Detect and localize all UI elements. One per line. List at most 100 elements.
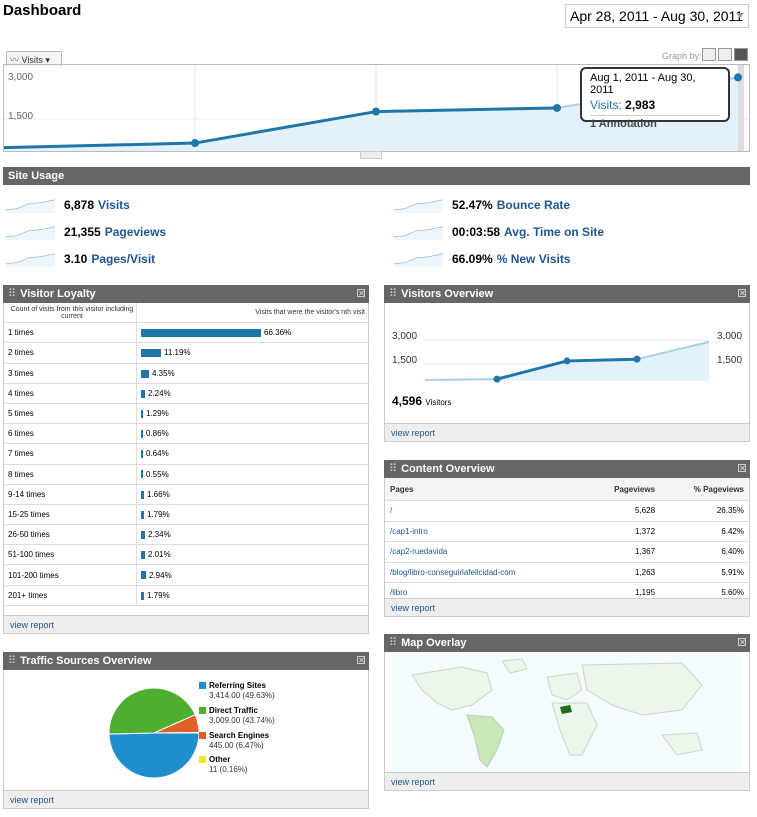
site-usage-metric: 00:03:58 Avg. Time on Site bbox=[393, 221, 693, 243]
legend-item: Search Engines 445.00 (6.47%) bbox=[199, 731, 319, 753]
legend-swatch bbox=[199, 707, 206, 714]
drag-grip-icon: ⠿ bbox=[389, 637, 398, 649]
site-usage-metric: 21,355 Pageviews bbox=[5, 221, 305, 243]
legend-value: 3,414.00 (49.63%) bbox=[209, 691, 275, 700]
view-report-link[interactable]: view report bbox=[4, 790, 368, 808]
legend-swatch bbox=[199, 756, 206, 763]
map-africa bbox=[551, 702, 598, 756]
loyalty-pct: 0.86% bbox=[146, 429, 169, 439]
content-overview-header[interactable]: ⠿ Content Overview bbox=[384, 460, 750, 478]
table-row: /5,628 26.35% bbox=[385, 500, 749, 522]
page-link[interactable]: /cap2-ruedavida bbox=[385, 541, 585, 563]
loyalty-label: 1 times bbox=[4, 322, 137, 344]
vo-chart-line-partial bbox=[636, 340, 710, 361]
table-row: 26-50 times 2.34% bbox=[4, 524, 370, 546]
graph-by-month-button[interactable] bbox=[734, 48, 748, 61]
loyalty-label: 201+ times bbox=[4, 585, 137, 606]
sparkline-icon bbox=[5, 226, 56, 240]
main-chart-point bbox=[372, 107, 380, 116]
page-link[interactable]: /cap1-intro bbox=[385, 521, 585, 542]
view-report-link[interactable]: view report bbox=[385, 772, 749, 790]
main-chart-point bbox=[553, 103, 561, 112]
metric-link[interactable]: Pageviews bbox=[104, 225, 167, 239]
pageviews-pct: 5.91% bbox=[660, 562, 749, 583]
metric-link[interactable]: Pages/Visit bbox=[91, 252, 156, 266]
table-row: /cap1-intro 1,372 6.42% bbox=[385, 521, 749, 542]
view-report-link[interactable]: view report bbox=[4, 615, 368, 633]
loyalty-label: 5 times bbox=[4, 403, 137, 425]
legend-swatch bbox=[199, 682, 206, 689]
legend-item: Other 11 (0.16%) bbox=[199, 755, 319, 777]
metric-link[interactable]: Avg. Time on Site bbox=[504, 225, 605, 239]
close-icon[interactable] bbox=[738, 464, 746, 472]
loyalty-pct: 0.55% bbox=[146, 469, 169, 479]
loyalty-pct: 2.94% bbox=[149, 570, 172, 580]
vo-chart-point bbox=[563, 357, 571, 365]
vo-chart-line-start bbox=[424, 378, 498, 381]
view-report-link[interactable]: view report bbox=[385, 598, 749, 616]
pageviews-pct: 6.40% bbox=[660, 541, 749, 563]
legend-value: 445.00 (6.47%) bbox=[209, 741, 264, 750]
site-usage-metric: 66.09%% New Visits bbox=[393, 248, 693, 270]
map-australia bbox=[661, 732, 703, 756]
y-tick-label: 3,000 bbox=[8, 72, 34, 83]
metric-selector[interactable]: 〰 Visits ▾ bbox=[6, 51, 62, 66]
y-tick-label: 3,000 bbox=[392, 331, 418, 342]
loyalty-pct: 2.34% bbox=[148, 530, 171, 540]
close-icon[interactable] bbox=[357, 289, 365, 297]
chevron-down-icon bbox=[736, 13, 744, 18]
page-link[interactable]: /blog/libro-conseguirlafelicidad-com bbox=[385, 562, 585, 583]
loyalty-label: 9-14 times bbox=[4, 484, 137, 505]
loyalty-label: 4 times bbox=[4, 383, 137, 404]
loyalty-pct: 1.79% bbox=[147, 590, 170, 600]
tooltip-annotation[interactable]: 1 Annotation bbox=[590, 118, 657, 130]
close-icon[interactable] bbox=[357, 656, 365, 664]
vo-chart-point bbox=[633, 355, 641, 363]
tooltip-label: Visits: bbox=[590, 98, 622, 112]
world-map[interactable] bbox=[392, 655, 742, 773]
pageviews-value: 5,628 bbox=[584, 500, 661, 522]
visitor-loyalty-title: Visitor Loyalty bbox=[20, 288, 96, 300]
graph-by-day-button[interactable] bbox=[702, 48, 716, 61]
visitors-overview-header[interactable]: ⠿ Visitors Overview bbox=[384, 285, 750, 303]
loyalty-label: 26-50 times bbox=[4, 524, 137, 546]
traffic-sources-header[interactable]: ⠿ Traffic Sources Overview bbox=[3, 652, 369, 670]
loyalty-bar bbox=[141, 510, 144, 519]
legend-name: Other bbox=[209, 755, 231, 764]
table-row: 4 times 2.24% bbox=[4, 383, 370, 404]
main-chart-point bbox=[191, 139, 199, 148]
visitors-overview-chart bbox=[424, 339, 710, 383]
site-usage-header: Site Usage bbox=[3, 167, 750, 185]
metric-link[interactable]: % New Visits bbox=[496, 252, 571, 266]
expand-handle[interactable] bbox=[360, 151, 382, 159]
legend-swatch bbox=[199, 732, 206, 739]
page-link[interactable]: / bbox=[385, 500, 585, 522]
table-row: 3 times 4.35% bbox=[4, 363, 370, 384]
metric-link[interactable]: Bounce Rate bbox=[496, 198, 571, 212]
date-range-selector[interactable]: Apr 28, 2011 - Aug 30, 2011 bbox=[565, 4, 749, 28]
vo-chart-point bbox=[493, 375, 501, 383]
loyalty-label: 15-25 times bbox=[4, 504, 137, 526]
metric-link[interactable]: Visits bbox=[98, 198, 130, 212]
close-icon[interactable] bbox=[738, 638, 746, 646]
map-overlay-header[interactable]: ⠿ Map Overlay bbox=[384, 634, 750, 652]
map-overlay-title: Map Overlay bbox=[401, 637, 467, 649]
table-row: 1 times 66.36% bbox=[4, 322, 370, 344]
pageviews-pct: 6.42% bbox=[660, 521, 749, 542]
drag-grip-icon: ⠿ bbox=[8, 655, 17, 667]
close-icon[interactable] bbox=[738, 289, 746, 297]
visitors-overview-panel: ⠿ Visitors Overview 3,000 1,500 3,000 1,5… bbox=[384, 285, 750, 442]
graph-by-week-button[interactable] bbox=[718, 48, 732, 61]
sparkline-icon bbox=[393, 199, 444, 213]
traffic-sources-title: Traffic Sources Overview bbox=[20, 655, 152, 667]
main-chart-line bbox=[4, 106, 558, 150]
loyalty-pct: 2.01% bbox=[148, 550, 171, 560]
content-overview-title: Content Overview bbox=[401, 463, 495, 475]
view-report-link[interactable]: view report bbox=[385, 423, 749, 441]
loyalty-bar bbox=[141, 531, 145, 540]
visitor-loyalty-header[interactable]: ⠿ Visitor Loyalty bbox=[3, 285, 369, 303]
sparkline-icon bbox=[393, 226, 444, 240]
map-north-america bbox=[411, 666, 493, 711]
legend-name: Referring Sites bbox=[209, 681, 266, 690]
column-header: % Pageviews bbox=[660, 478, 749, 501]
